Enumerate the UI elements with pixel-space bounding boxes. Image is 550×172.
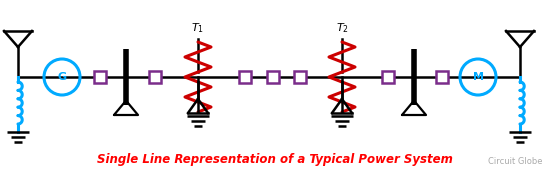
Bar [436,71,448,83]
Text: Circuit Globe: Circuit Globe [487,158,542,166]
Bar [149,71,161,83]
Bar [294,71,306,83]
Text: G: G [57,72,67,82]
Bar [267,71,279,83]
Text: $T_2$: $T_2$ [336,21,349,35]
Bar [94,71,106,83]
Bar [239,71,251,83]
Text: $T_1$: $T_1$ [191,21,205,35]
Bar [382,71,394,83]
Text: Single Line Representation of a Typical Power System: Single Line Representation of a Typical … [97,153,453,166]
Text: M: M [472,72,483,82]
